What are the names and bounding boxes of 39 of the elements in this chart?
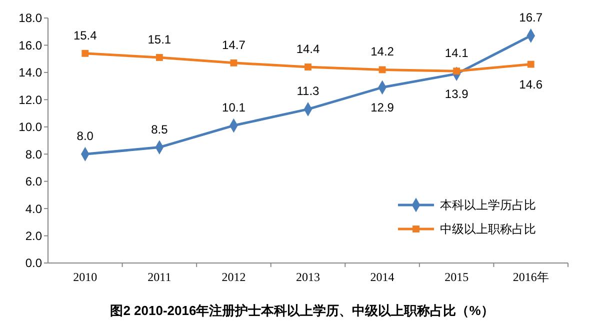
point bbox=[230, 59, 238, 66]
x-tick-label: 2016年 bbox=[512, 270, 549, 284]
legend-label: 中级以上职称占比 bbox=[440, 222, 536, 236]
y-tick-label: 6.0 bbox=[25, 174, 42, 189]
data-label: 15.4 bbox=[73, 28, 98, 42]
data-label: 8.0 bbox=[76, 129, 94, 144]
y-tick-label: 16.0 bbox=[18, 38, 42, 52]
x-tick-label: 2014 bbox=[370, 270, 394, 284]
data-label: 12.9 bbox=[370, 100, 394, 114]
data-label: 14.1 bbox=[444, 46, 469, 60]
y-tick-label: 12.0 bbox=[18, 92, 42, 107]
y-tick-label: 10.0 bbox=[18, 120, 42, 134]
y-tick-label: 18.0 bbox=[18, 11, 42, 26]
text: 图2 2010-2016年注册护士本科以上学历、中级以上职称占比（%） bbox=[110, 303, 494, 318]
data-label: 11.3 bbox=[296, 84, 320, 98]
data-label: 15.1 bbox=[148, 32, 172, 46]
y-tick-label: 0.0 bbox=[25, 256, 42, 270]
x-tick-label: 2010 bbox=[73, 270, 98, 284]
point bbox=[304, 64, 312, 70]
data-label: 10.1 bbox=[222, 100, 246, 115]
data-label: 8.5 bbox=[151, 122, 168, 136]
x-tick-label: 2015 bbox=[444, 270, 469, 284]
data-label: 16.7 bbox=[519, 10, 543, 25]
data-label: 14.6 bbox=[519, 77, 543, 92]
point bbox=[527, 60, 534, 68]
data-label: 14.7 bbox=[222, 38, 246, 52]
data-label: 13.9 bbox=[444, 86, 469, 101]
y-tick-label: 2.0 bbox=[25, 228, 42, 243]
x-tick-label: 2012 bbox=[222, 270, 246, 284]
x-tick-label: 2011 bbox=[148, 270, 172, 284]
point bbox=[156, 54, 163, 61]
data-label: 14.2 bbox=[370, 44, 394, 59]
legend-label: 本科以上学历占比 bbox=[440, 198, 536, 212]
data-label: 14.4 bbox=[296, 42, 320, 56]
y-tick-label: 14.0 bbox=[18, 66, 42, 80]
point bbox=[82, 50, 89, 57]
y-tick-label: 4.0 bbox=[25, 202, 42, 216]
y-tick-label: 8.0 bbox=[25, 147, 42, 162]
x-tick-label: 2013 bbox=[296, 270, 320, 284]
